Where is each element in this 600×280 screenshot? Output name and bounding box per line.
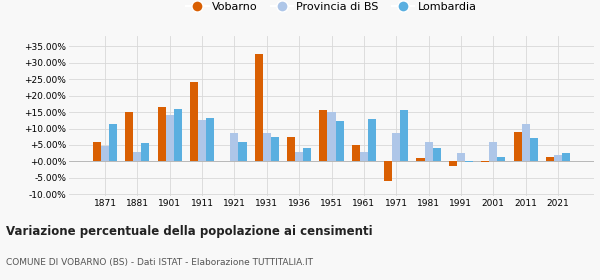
Bar xyxy=(271,137,279,162)
Bar xyxy=(457,153,465,162)
Bar xyxy=(335,121,344,162)
Bar xyxy=(93,142,101,162)
Bar xyxy=(238,142,247,162)
Bar xyxy=(198,120,206,162)
Bar xyxy=(546,157,554,162)
Bar xyxy=(254,55,263,162)
Bar xyxy=(392,134,400,162)
Bar xyxy=(489,142,497,162)
Bar xyxy=(190,83,198,162)
Bar xyxy=(158,107,166,162)
Bar xyxy=(562,153,570,162)
Bar xyxy=(530,138,538,162)
Bar xyxy=(109,123,117,162)
Legend: Vobarno, Provincia di BS, Lombardia: Vobarno, Provincia di BS, Lombardia xyxy=(182,0,481,16)
Bar xyxy=(384,162,392,181)
Bar xyxy=(360,152,368,162)
Bar xyxy=(416,158,425,162)
Bar xyxy=(101,146,109,162)
Bar xyxy=(230,134,238,162)
Bar xyxy=(368,119,376,162)
Bar xyxy=(142,143,149,162)
Bar xyxy=(206,118,214,162)
Bar xyxy=(497,157,505,162)
Text: Variazione percentuale della popolazione ai censimenti: Variazione percentuale della popolazione… xyxy=(6,225,373,238)
Bar xyxy=(328,112,335,162)
Bar xyxy=(166,115,174,162)
Bar xyxy=(425,142,433,162)
Bar xyxy=(433,148,441,162)
Bar xyxy=(514,132,521,162)
Bar xyxy=(400,110,409,162)
Text: COMUNE DI VOBARNO (BS) - Dati ISTAT - Elaborazione TUTTITALIA.IT: COMUNE DI VOBARNO (BS) - Dati ISTAT - El… xyxy=(6,258,313,267)
Bar xyxy=(125,112,133,162)
Bar xyxy=(295,151,303,162)
Bar xyxy=(174,109,182,162)
Bar xyxy=(263,134,271,162)
Bar xyxy=(449,162,457,166)
Bar xyxy=(554,155,562,162)
Bar xyxy=(287,137,295,162)
Bar xyxy=(303,148,311,162)
Bar xyxy=(521,123,530,162)
Bar xyxy=(352,145,360,162)
Bar xyxy=(133,152,142,162)
Bar xyxy=(222,161,230,162)
Bar xyxy=(319,110,328,162)
